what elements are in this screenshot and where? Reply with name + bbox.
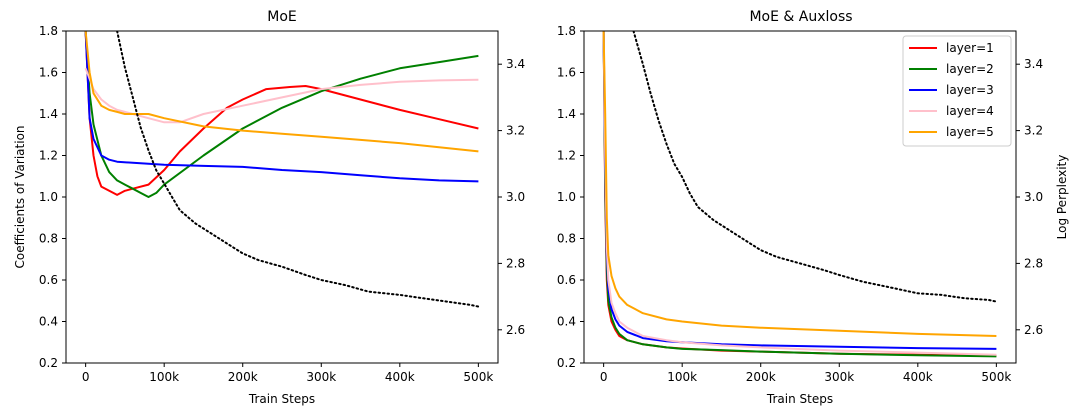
legend-label: layer=2: [946, 62, 994, 76]
x-tick-label: 500k: [463, 370, 493, 384]
y2-tick-label: 2.6: [1024, 323, 1043, 337]
y2-tick-label: 2.8: [506, 256, 525, 270]
y2-tick-label: 2.6: [506, 323, 525, 337]
y2-tick-label: 3.4: [506, 57, 525, 71]
series-line-layer-3: [84, 31, 479, 183]
legend-label: layer=3: [946, 83, 994, 97]
legend-label: layer=5: [946, 125, 994, 139]
y-axis-title: Coefficients of Variation: [13, 125, 27, 268]
legend: layer=1 layer=2 layer=3 layer=4 layer=5: [902, 35, 1012, 147]
y-tick-label: 1.4: [557, 107, 576, 121]
series-line-layer-4: [84, 67, 479, 124]
series-group: [602, 31, 998, 358]
plot-frame: [65, 30, 499, 364]
panel-title: MoE: [267, 9, 297, 25]
y2-tick-label: 3.0: [506, 190, 525, 204]
x-tick-label: 0: [600, 370, 608, 384]
series-line-log-perplexity: [632, 31, 998, 303]
y-tick-label: 0.2: [557, 356, 576, 370]
series-line-layer-4: [602, 31, 997, 356]
x-tick-label: 100k: [667, 370, 697, 384]
legend-label: layer=1: [946, 41, 994, 55]
series-line-log-perplexity: [116, 31, 480, 308]
y2-tick-label: 3.4: [1024, 57, 1043, 71]
y2-tick-label: 3.2: [506, 124, 525, 138]
y-axis-ticks: 0.2 0.4 0.6 0.8 1.0 1.2 1.4 1.6 1.8: [557, 24, 584, 370]
y-tick-label: 1.0: [39, 190, 58, 204]
y-tick-label: 1.8: [557, 24, 576, 38]
series-line-layer-1: [84, 31, 479, 196]
y-tick-label: 1.2: [557, 149, 576, 163]
y-tick-label: 1.6: [39, 66, 58, 80]
y-tick-label: 1.4: [39, 107, 58, 121]
chart-panel-moe-auxloss: MoE & Auxloss 0 100k 200k 300k 400k 500k 0.20…: [557, 9, 1069, 406]
y2-axis-title: Log Perplexity: [1055, 155, 1069, 240]
y-tick-label: 1.8: [39, 24, 58, 38]
legend-frame: [902, 35, 1012, 147]
y-tick-label: 0.4: [557, 315, 576, 329]
x-axis-title: Train Steps: [766, 392, 833, 406]
legend-label: layer=4: [946, 104, 994, 118]
x-tick-label: 0: [82, 370, 90, 384]
series-group: [84, 31, 480, 308]
x-tick-label: 500k: [981, 370, 1011, 384]
x-axis-title: Train Steps: [248, 392, 315, 406]
y-tick-label: 1.2: [39, 149, 58, 163]
x-axis-ticks: 0 100k 200k 300k 400k 500k: [600, 363, 1011, 384]
x-tick-label: 400k: [385, 370, 415, 384]
series-line-layer-5: [602, 31, 997, 337]
series-line-layer-5: [84, 31, 479, 153]
y-axis-ticks: 0.2 0.4 0.6 0.8 1.0 1.2 1.4 1.6 1.8: [39, 24, 66, 370]
chart-panel-moe: MoE 0 100k 200k 300k 400k 500k 0.2 0.4 0.6 0.8 1.…: [13, 9, 525, 406]
y-tick-label: 1.0: [557, 190, 576, 204]
y-tick-label: 0.6: [39, 273, 58, 287]
y2-tick-label: 3.0: [1024, 190, 1043, 204]
y2-axis-ticks: 2.6 2.8 3.0 3.2 3.4: [1016, 57, 1043, 337]
y2-tick-label: 2.8: [1024, 256, 1043, 270]
x-tick-label: 400k: [903, 370, 933, 384]
y-tick-label: 0.4: [39, 315, 58, 329]
series-line-layer-2: [84, 31, 479, 198]
y-tick-label: 1.6: [557, 66, 576, 80]
plot-frame: [583, 30, 1017, 364]
x-tick-label: 200k: [228, 370, 258, 384]
y2-axis-ticks: 2.6 2.8 3.0 3.2 3.4: [498, 57, 525, 337]
y-tick-label: 0.6: [557, 273, 576, 287]
x-axis-ticks: 0 100k 200k 300k 400k 500k: [82, 363, 493, 384]
panel-title: MoE & Auxloss: [749, 9, 852, 25]
y-tick-label: 0.2: [39, 356, 58, 370]
x-tick-label: 300k: [306, 370, 336, 384]
y-tick-label: 0.8: [39, 232, 58, 246]
x-tick-label: 200k: [746, 370, 776, 384]
y2-tick-label: 3.2: [1024, 124, 1043, 138]
x-tick-label: 100k: [149, 370, 179, 384]
x-tick-label: 300k: [824, 370, 854, 384]
y-tick-label: 0.8: [557, 232, 576, 246]
legend-entries: layer=1 layer=2 layer=3 layer=4 layer=5: [909, 41, 994, 139]
